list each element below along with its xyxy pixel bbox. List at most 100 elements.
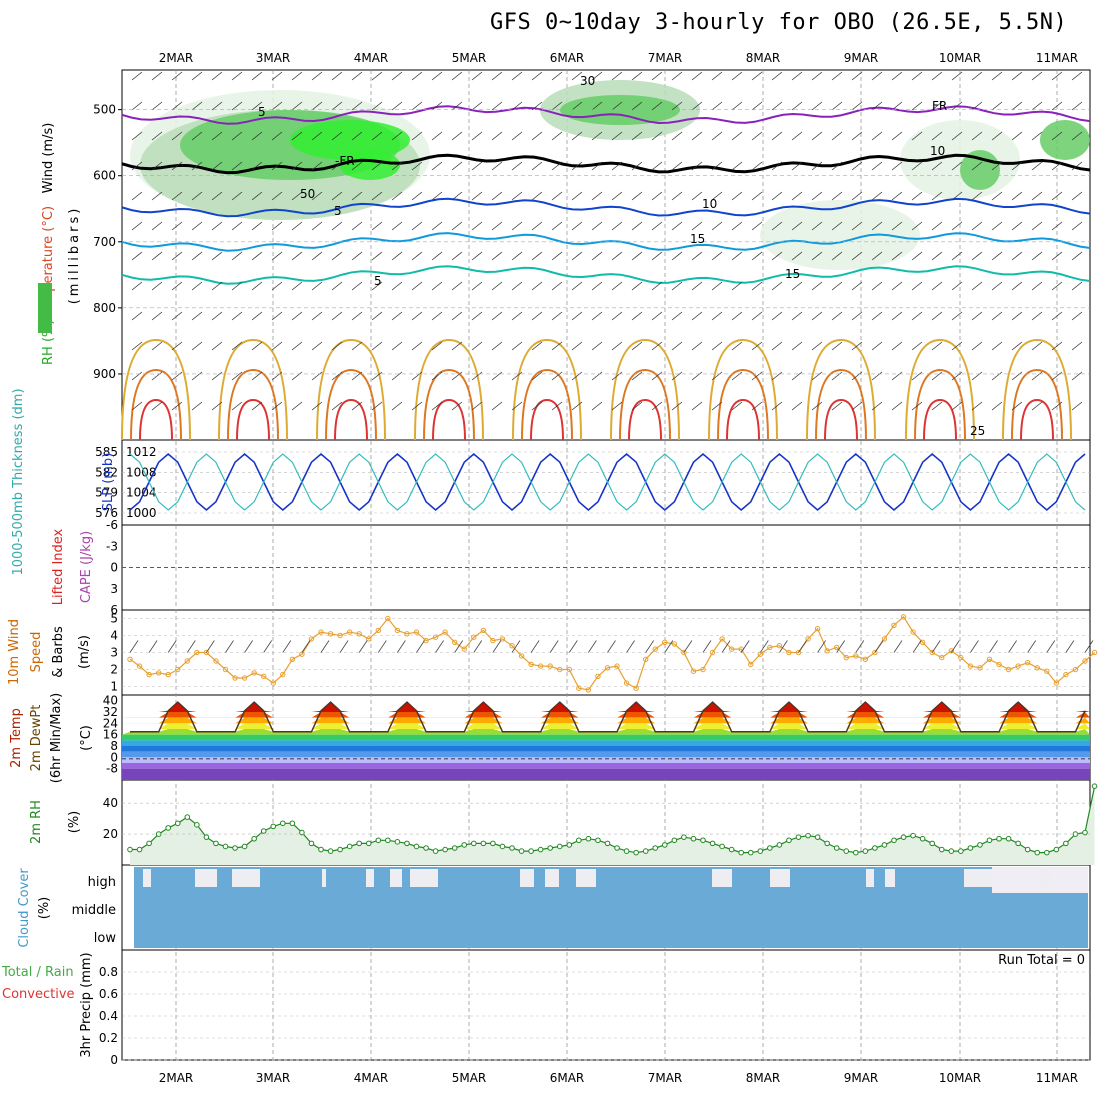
wind-barb bbox=[1031, 191, 1043, 201]
wind-barb bbox=[551, 161, 563, 171]
wind-barb bbox=[371, 131, 383, 141]
rh-shading bbox=[760, 200, 920, 270]
wind-barb bbox=[251, 371, 263, 381]
wind-barb bbox=[231, 281, 243, 291]
date-label-bottom: 7MAR bbox=[648, 1071, 683, 1085]
wind-barb bbox=[751, 221, 763, 231]
wind-barb bbox=[211, 281, 223, 291]
rh-point bbox=[833, 845, 840, 851]
wind-barb bbox=[991, 311, 1003, 321]
precip-left-label: Total / Rain bbox=[1, 965, 74, 980]
wind-barb bbox=[611, 371, 623, 381]
wind-barb bbox=[691, 251, 703, 261]
wind-barb bbox=[893, 640, 903, 653]
wind-barb bbox=[473, 640, 483, 653]
rh-point bbox=[337, 846, 343, 853]
wind-barb bbox=[171, 71, 183, 81]
wind-barb bbox=[131, 371, 143, 381]
wind-barb bbox=[1031, 131, 1043, 141]
wind-barb bbox=[1031, 311, 1043, 321]
wind-barb bbox=[151, 251, 163, 261]
wind-barb bbox=[691, 191, 703, 201]
wind-barb bbox=[1011, 341, 1023, 351]
wind-barb bbox=[311, 311, 323, 321]
wind-barb bbox=[811, 341, 823, 351]
wind-barb bbox=[1011, 131, 1023, 141]
tick-label: 700 bbox=[93, 235, 116, 249]
wind-barb bbox=[351, 161, 363, 171]
date-label-top: 11MAR bbox=[1036, 51, 1078, 65]
wind-barb bbox=[651, 251, 663, 261]
warm-contour bbox=[610, 338, 680, 441]
rh-point bbox=[623, 848, 630, 854]
rh-point bbox=[652, 845, 659, 851]
wind-barb bbox=[831, 341, 843, 351]
wind-barb bbox=[391, 401, 403, 411]
temp-tick: 32 bbox=[103, 705, 118, 719]
wind-barb bbox=[411, 131, 423, 141]
rh-point bbox=[537, 846, 544, 853]
rh-point bbox=[776, 842, 783, 848]
wind-barb bbox=[291, 101, 303, 111]
cloud-gap bbox=[712, 869, 732, 887]
wind-barb bbox=[371, 251, 383, 261]
wind-barb bbox=[1071, 131, 1083, 141]
wind-barb bbox=[511, 401, 523, 411]
rh-point bbox=[824, 840, 830, 847]
rh-point bbox=[1044, 849, 1050, 856]
wind-barb bbox=[691, 221, 703, 231]
contour-label: 10 bbox=[702, 197, 717, 211]
wind-barb bbox=[251, 341, 263, 351]
wind-barb bbox=[831, 371, 843, 381]
rh-point bbox=[184, 814, 191, 820]
wind-barb bbox=[191, 371, 203, 381]
wind-barb bbox=[311, 221, 323, 231]
wind-barb bbox=[251, 311, 263, 321]
wind-barb bbox=[891, 161, 903, 171]
precip-tick: 0.2 bbox=[99, 1031, 118, 1045]
thickness-tick: 579 bbox=[95, 486, 118, 500]
wind-barb bbox=[191, 401, 203, 411]
warm-contour bbox=[325, 368, 377, 441]
wind-barb bbox=[1051, 371, 1063, 381]
wind-barb bbox=[551, 101, 563, 111]
wind-barb bbox=[611, 311, 623, 321]
wind-barb bbox=[331, 251, 343, 261]
rh-tick: 20 bbox=[103, 827, 118, 841]
wind-barb bbox=[931, 101, 943, 111]
wind-barb bbox=[331, 191, 343, 201]
wind-barb bbox=[271, 341, 283, 351]
wind-barb bbox=[1071, 371, 1083, 381]
wind-barb bbox=[491, 131, 503, 141]
wind-barb bbox=[551, 251, 563, 261]
wind-barb bbox=[671, 281, 683, 291]
ylabel-part: 2m DewPt bbox=[29, 705, 44, 772]
tick-label: 900 bbox=[93, 367, 116, 381]
wind-barb bbox=[721, 640, 731, 653]
wind-barb bbox=[831, 251, 843, 261]
date-label-top: 4MAR bbox=[354, 51, 389, 65]
wind-barb bbox=[451, 341, 463, 351]
wind-barb bbox=[549, 640, 559, 653]
wind-barb bbox=[351, 371, 363, 381]
wind-tick: 4 bbox=[110, 629, 118, 643]
wind-barb bbox=[651, 401, 663, 411]
wind-barb bbox=[851, 221, 863, 231]
rh-point bbox=[222, 843, 229, 850]
rh-point bbox=[671, 837, 678, 844]
rh-point bbox=[948, 848, 955, 854]
wind-barb bbox=[451, 161, 463, 171]
wind-barb bbox=[631, 191, 643, 201]
rh-point bbox=[356, 840, 363, 847]
wind-barb bbox=[591, 71, 603, 81]
wind-barb bbox=[291, 311, 303, 321]
wind-barb bbox=[711, 161, 723, 171]
wind-barb bbox=[891, 281, 903, 291]
wind-barb bbox=[451, 191, 463, 201]
wind-barb bbox=[791, 161, 803, 171]
wind-barb bbox=[331, 101, 343, 111]
rh-point bbox=[165, 825, 171, 831]
wind-barb bbox=[1011, 161, 1023, 171]
wind-barb bbox=[771, 371, 783, 381]
wind-barb bbox=[231, 161, 243, 171]
